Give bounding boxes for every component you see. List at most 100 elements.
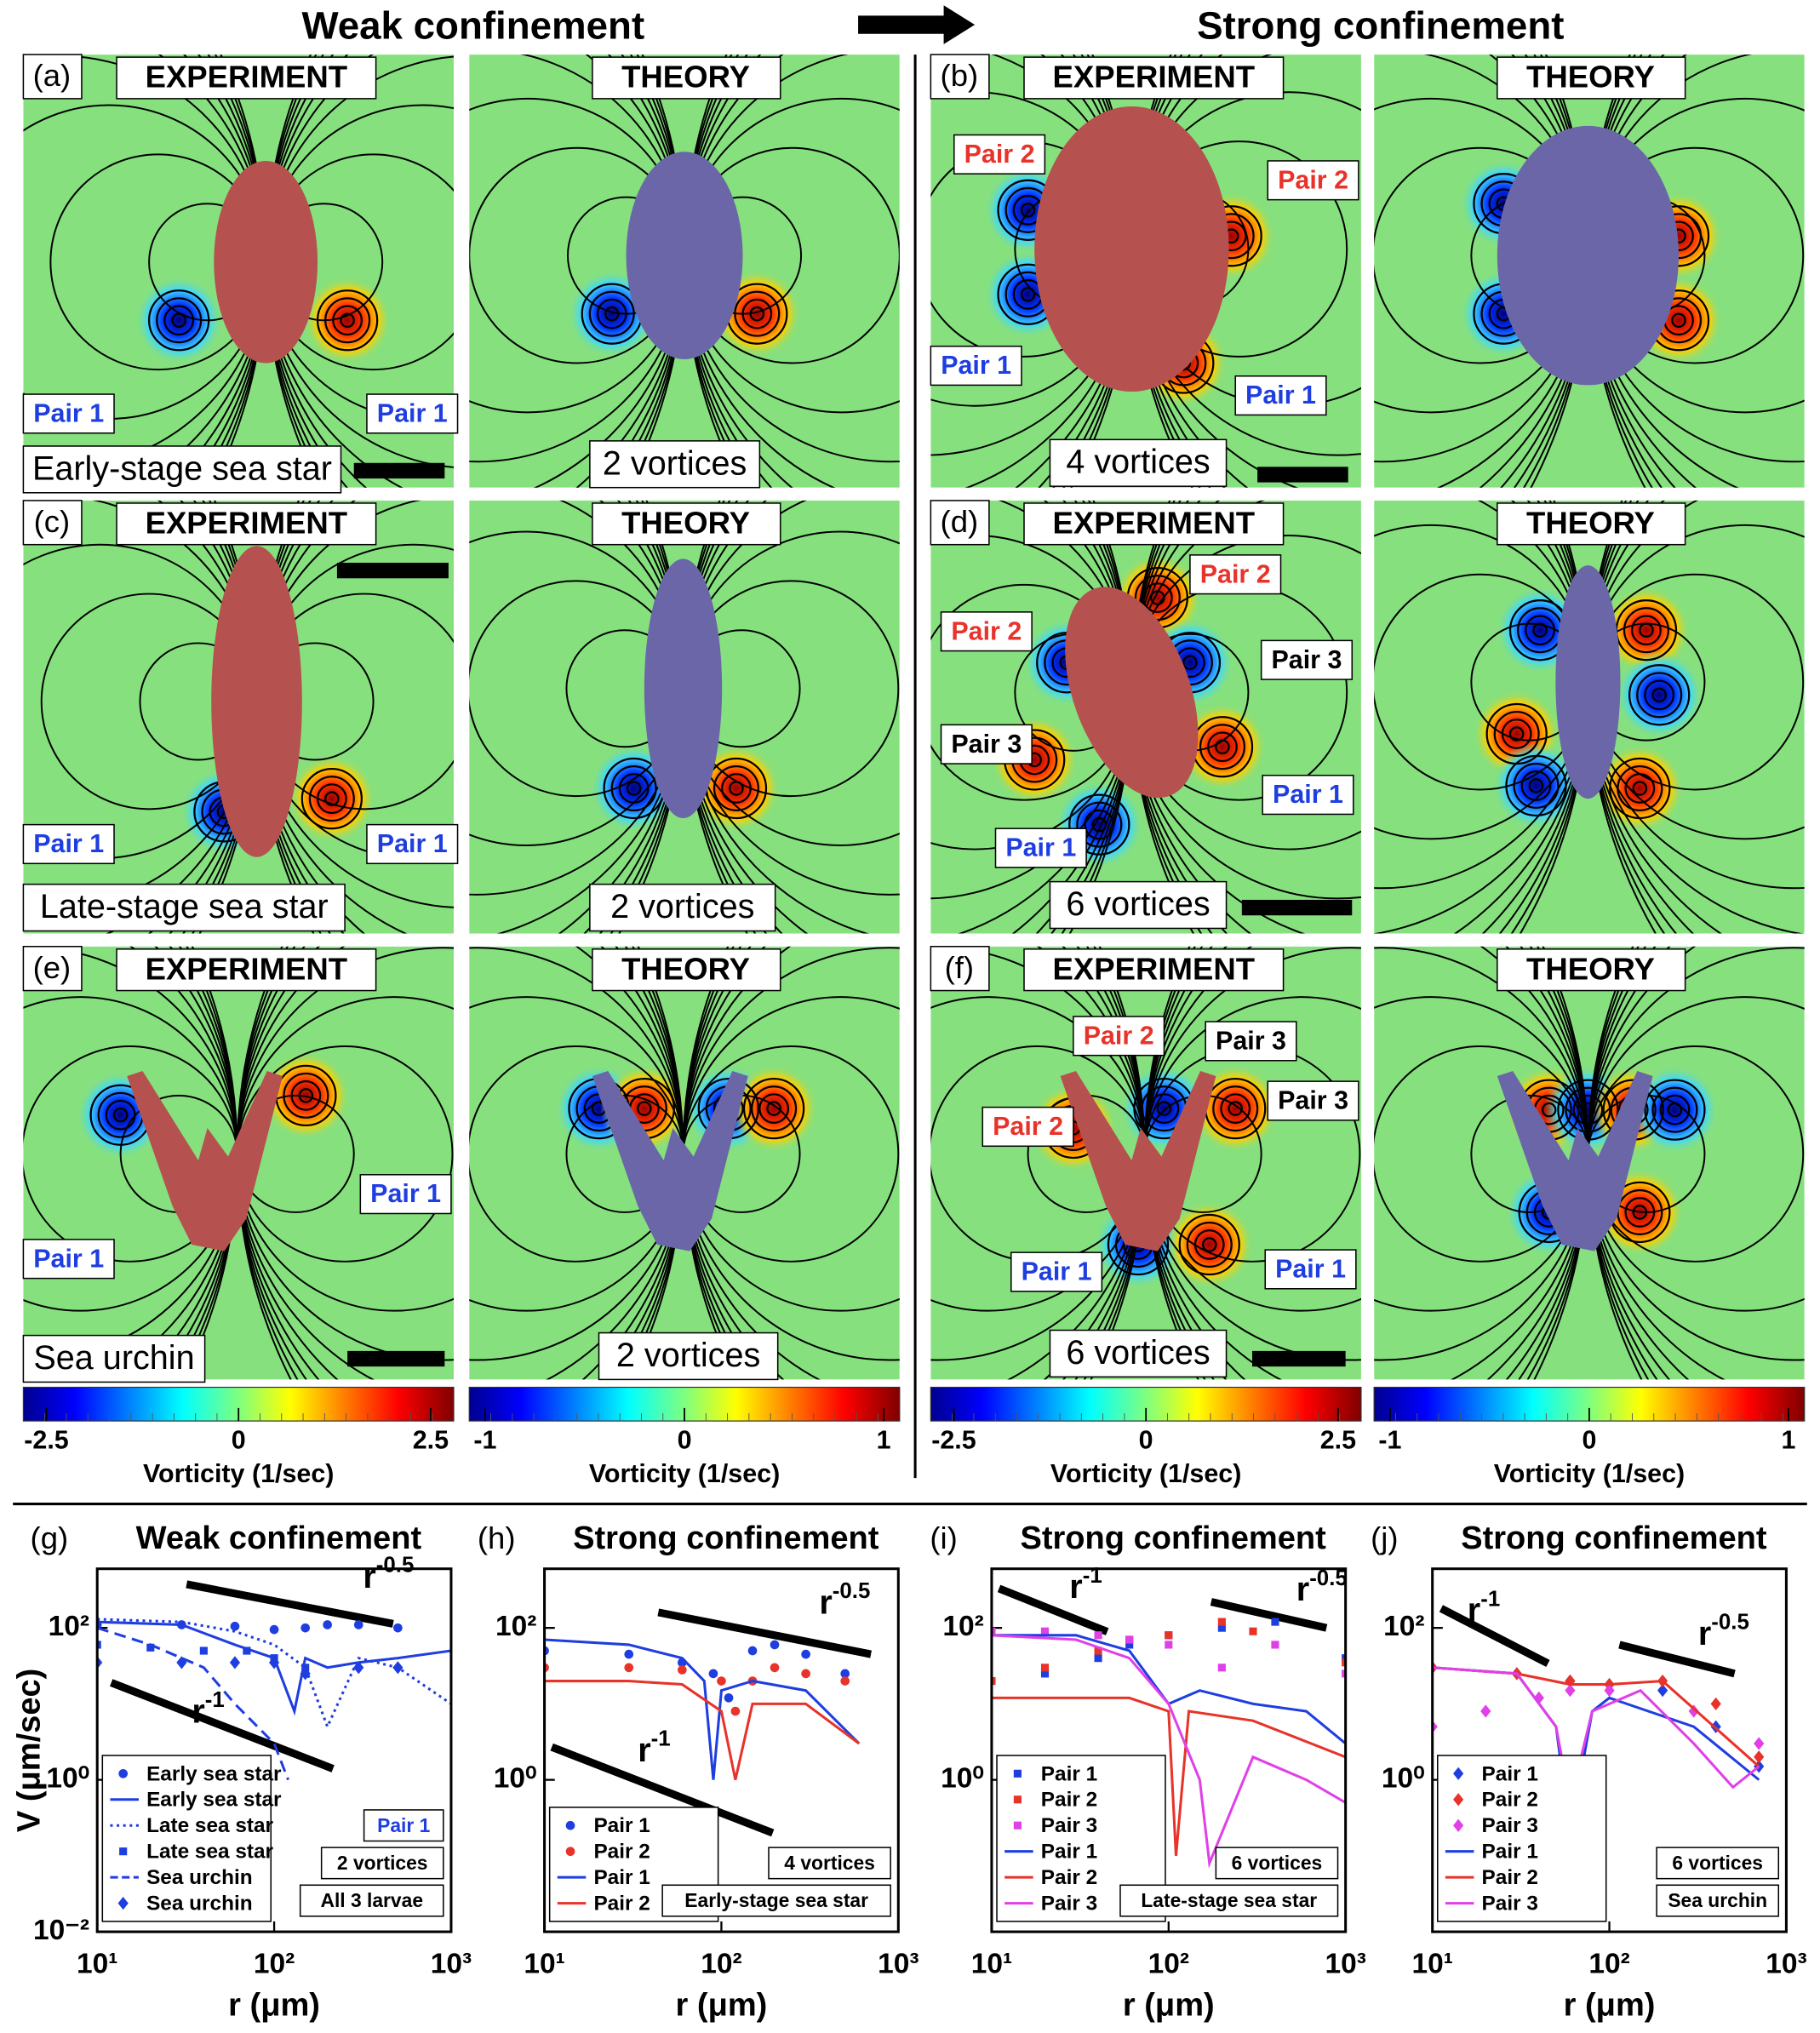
legend-label: Pair 3 — [1482, 1893, 1538, 1916]
plot-frame — [543, 1567, 900, 1933]
pair-label: Pair 2 — [993, 1112, 1063, 1141]
chart-tag: (i) — [930, 1520, 957, 1555]
data-point — [1165, 1641, 1173, 1649]
title-box — [592, 502, 781, 546]
pair-box — [366, 393, 459, 434]
streamline — [1207, 731, 1238, 763]
pair-label: Pair 1 — [1245, 381, 1316, 409]
data-point — [176, 1656, 187, 1669]
x-axis-label: r (μm) — [676, 1987, 768, 2023]
x-tick-label: 10¹ — [77, 1949, 117, 1980]
data-point — [199, 1646, 208, 1655]
panel-title: THEORY — [1526, 60, 1655, 94]
streamline — [1520, 770, 1552, 801]
title-box — [1023, 948, 1285, 992]
caption-box — [589, 440, 761, 489]
guide-base: r — [192, 1693, 204, 1731]
data-point — [323, 1620, 332, 1629]
pair-label: Pair 1 — [1275, 1255, 1346, 1284]
flow-panel — [1374, 500, 1805, 934]
colorbar-tick-label: -1 — [473, 1426, 496, 1455]
plot-frame — [1431, 1567, 1788, 1933]
legend-label: Pair 2 — [1482, 1789, 1538, 1812]
note-box — [768, 1847, 891, 1880]
data-line — [991, 1696, 1346, 1856]
data-point — [1217, 1624, 1226, 1632]
streamline — [596, 298, 627, 329]
title-box — [116, 502, 377, 546]
data-point — [392, 1661, 403, 1675]
panel-caption: 2 vortices — [616, 1337, 760, 1374]
streamline — [1565, 1086, 1611, 1133]
data-point — [1342, 1658, 1346, 1667]
y-tick-label: 10⁰ — [494, 1762, 537, 1794]
plot-content — [544, 1608, 872, 1837]
guide-line — [110, 1679, 335, 1772]
data-point — [1271, 1618, 1279, 1626]
legend-label: Pair 2 — [1041, 1866, 1097, 1889]
pair-box — [1205, 1021, 1297, 1062]
legend-label: Pair 3 — [1041, 1814, 1097, 1837]
panel-title: EXPERIMENT — [146, 951, 348, 986]
scale-bar — [1252, 1350, 1346, 1367]
pair-label: Pair 1 — [370, 1179, 441, 1208]
legend-marker — [565, 1820, 575, 1830]
colorbar-label: Vorticity (1/sec) — [143, 1459, 334, 1488]
streamline — [1609, 757, 1671, 820]
streamline — [105, 1099, 136, 1131]
data-point — [1094, 1631, 1102, 1640]
caption-box — [1049, 438, 1228, 487]
legend-label: Pair 1 — [1041, 1841, 1097, 1864]
colorbar-tick-label: 2.5 — [413, 1426, 449, 1455]
pair-label: Pair 2 — [964, 140, 1035, 169]
streamline — [713, 765, 759, 812]
data-point — [1657, 1684, 1668, 1698]
streamline — [721, 773, 752, 804]
legend-marker — [1013, 1769, 1022, 1778]
x-tick-label: 10² — [1148, 1949, 1189, 1980]
panel-caption: Early-stage sea star — [32, 450, 332, 487]
caption-box — [589, 883, 776, 932]
streamline — [604, 306, 620, 322]
panel-title: THEORY — [1526, 506, 1655, 541]
x-tick-label: 10¹ — [971, 1949, 1012, 1980]
streamline — [1076, 801, 1123, 848]
data-point — [770, 1640, 780, 1650]
streamline — [1557, 1079, 1619, 1141]
larva-body — [127, 1070, 283, 1251]
data-point — [708, 1669, 718, 1679]
data-line — [544, 1680, 861, 1780]
x-tick-label: 10¹ — [1411, 1949, 1452, 1980]
data-point — [1165, 1631, 1173, 1640]
legend-label: Pair 1 — [1482, 1841, 1538, 1864]
streamline — [729, 781, 744, 796]
data-point — [1249, 1627, 1257, 1635]
data-point — [243, 1646, 251, 1655]
y-tick-label: 10² — [1383, 1611, 1424, 1642]
data-point — [353, 1620, 363, 1629]
guide-line — [1439, 1605, 1550, 1668]
chart-tag: (h) — [478, 1520, 516, 1555]
pair-label: Pair 1 — [941, 351, 1011, 380]
streamline — [1541, 1102, 1557, 1118]
panel-title: EXPERIMENT — [146, 506, 348, 541]
streamline — [340, 312, 355, 329]
scale-bar — [353, 462, 445, 479]
larva-body — [1060, 1070, 1216, 1251]
note-box — [1656, 1884, 1780, 1917]
plot-content — [97, 1580, 451, 1781]
legend-marker — [1013, 1795, 1022, 1804]
pair-box — [1260, 639, 1354, 680]
streamline — [1068, 793, 1130, 856]
legend-marker — [117, 1896, 129, 1910]
note-text: 6 vortices — [1672, 1852, 1763, 1874]
data-point — [1342, 1654, 1346, 1663]
note-box — [299, 1884, 444, 1917]
streamline — [1624, 1197, 1656, 1228]
streamline — [1084, 809, 1115, 840]
plot-frame — [95, 1567, 453, 1933]
pair-box — [1189, 554, 1282, 595]
streamline — [1636, 672, 1683, 719]
larva-body — [1497, 125, 1680, 386]
legend-marker — [1013, 1821, 1022, 1830]
